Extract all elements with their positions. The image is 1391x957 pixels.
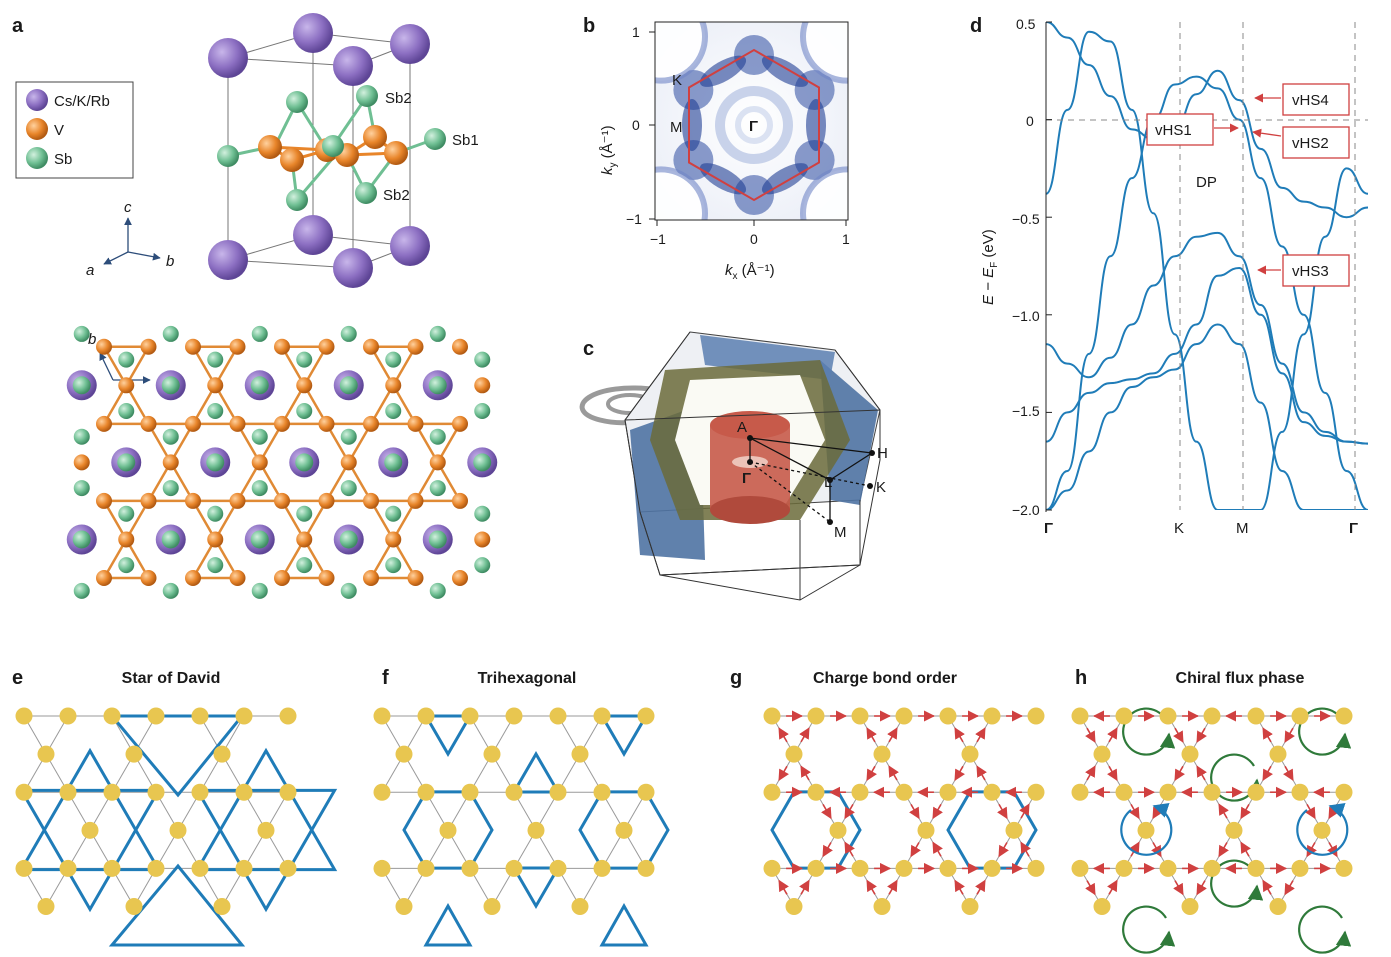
atom-label-sb1: Sb1 — [452, 132, 479, 149]
vhs-annotations: vHS4 vHS1 vHS2 DP vHS3 — [1146, 83, 1350, 287]
panel-label-a: a — [12, 15, 24, 37]
d-ytick-4: −1.5 — [1012, 403, 1040, 419]
panel-label-c: c — [583, 338, 594, 360]
high-symmetry-guides — [1046, 22, 1368, 510]
band-structure-lines — [1046, 22, 1368, 510]
legend-swatch-cs — [26, 89, 48, 111]
d-ytick-2: −0.5 — [1012, 211, 1040, 227]
axis-a-label: a — [86, 262, 94, 279]
kagome-plane-2d — [66, 325, 498, 599]
title-g: Charge bond order — [813, 670, 957, 687]
lattice-star-of-david — [15, 707, 338, 947]
point-K-b: K — [672, 72, 682, 89]
unit-cell — [227, 32, 411, 269]
point-gamma-c: Γ — [742, 470, 751, 487]
band-series-3 — [1046, 231, 1368, 445]
band-series-2 — [1046, 75, 1368, 510]
panel-b: K M Γ −1 0 1 1 0 −1 kx (Å⁻¹) ky (Å⁻¹) — [599, 21, 850, 282]
panel-label-h: h — [1075, 667, 1087, 689]
atom-label-sb2-top: Sb2 — [385, 90, 412, 107]
lattice-trihexagonal — [373, 707, 670, 947]
brillouin-zone-hexagon — [688, 48, 820, 202]
point-M-b: M — [670, 119, 683, 136]
panel-label-d: d — [970, 15, 982, 37]
atom-label-sb2-bottom: Sb2 — [383, 187, 410, 204]
panel-label-g: g — [730, 667, 742, 689]
band-series-0 — [1046, 30, 1368, 510]
d-ytick-1: 0 — [1026, 113, 1034, 129]
k-path — [749, 437, 873, 523]
b-ylabel: ky (Å⁻¹) — [599, 125, 619, 175]
panel-label-b: b — [583, 15, 595, 37]
legend-label-v: V — [54, 122, 64, 139]
lattice-charge-bond-order — [763, 707, 1045, 916]
d-xtick-K: K — [1174, 520, 1184, 537]
title-h: Chiral flux phase — [1176, 670, 1305, 687]
d-ytick-0: 0.5 — [1016, 16, 1036, 32]
point-K-c: K — [876, 479, 886, 496]
panel-c: A Γ H L K M — [579, 331, 888, 601]
b-ytick-1: 1 — [632, 24, 640, 40]
annotation-dp: DP — [1196, 174, 1217, 191]
d-xtick-M: M — [1236, 520, 1249, 537]
axis-b-label: b — [166, 253, 174, 270]
d-ylabel: E − EF (eV) — [980, 229, 1000, 305]
b-xtick-1: 1 — [842, 231, 850, 247]
lattice-chiral-flux — [1071, 707, 1353, 954]
legend-swatch-v — [26, 118, 48, 140]
d-xtick-gamma-left: Γ — [1044, 520, 1053, 537]
legend: Cs/K/Rb V Sb — [15, 81, 134, 179]
d-ytick-3: −1.0 — [1012, 308, 1040, 324]
panel-label-f: f — [382, 667, 389, 689]
fermi-surface-pattern — [655, 22, 848, 220]
atoms-3d — [208, 13, 446, 288]
panel-b-ticks — [649, 31, 847, 226]
b-ytick-0: 0 — [632, 117, 640, 133]
point-M-c: M — [834, 524, 847, 541]
annotation-vhs4: vHS4 — [1292, 92, 1329, 109]
b-xtick-neg1: −1 — [650, 231, 666, 247]
d-ytick-5: −2.0 — [1012, 502, 1040, 518]
panel-label-e: e — [12, 667, 23, 689]
legend-swatch-sb — [26, 147, 48, 169]
band-series-1 — [1046, 22, 1368, 219]
point-H-c: H — [877, 445, 888, 462]
b-xtick-0: 0 — [750, 231, 758, 247]
panel-a: Cs/K/Rb V Sb c a b — [15, 13, 498, 599]
legend-label-cs: Cs/K/Rb — [54, 93, 110, 110]
point-gamma-b: Γ — [749, 118, 758, 135]
annotation-vhs1: vHS1 — [1155, 122, 1192, 139]
panel-d: 0.5 0 −0.5 −1.0 −1.5 −2.0 Γ K M Γ E − EF… — [980, 16, 1368, 537]
title-f: Trihexagonal — [478, 670, 577, 687]
d-xtick-gamma-right: Γ — [1349, 520, 1358, 537]
title-e: Star of David — [122, 670, 221, 687]
b-ytick-neg1: −1 — [626, 211, 642, 227]
point-L-c: L — [824, 474, 832, 491]
band-series-5 — [1046, 323, 1368, 510]
point-A-c: A — [737, 419, 747, 436]
axis-c-label: c — [124, 199, 132, 216]
annotation-vhs3: vHS3 — [1292, 263, 1329, 280]
annotation-vhs2: vHS2 — [1292, 135, 1329, 152]
axes-3d — [103, 217, 161, 265]
axis2d-b-label: b — [88, 331, 96, 348]
b-xlabel: kx (Å⁻¹) — [725, 262, 775, 282]
band-series-4 — [1046, 266, 1368, 445]
legend-label-sb: Sb — [54, 151, 72, 168]
